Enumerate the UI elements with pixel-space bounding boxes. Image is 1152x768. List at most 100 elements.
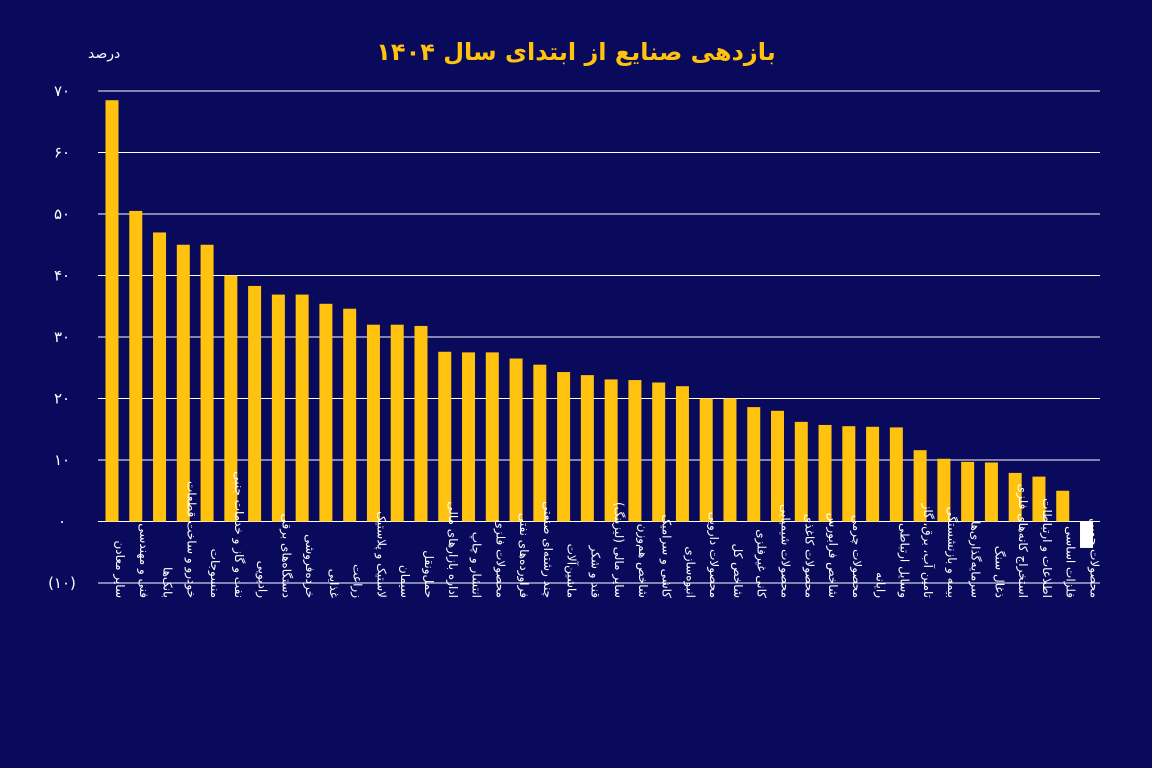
x-tick-label: منسوجات — [207, 549, 222, 598]
bar — [913, 450, 927, 522]
x-tick-label: تامین آب، برق، گاز — [920, 503, 936, 598]
bar — [533, 364, 547, 522]
bar — [580, 375, 594, 522]
bar — [557, 372, 571, 522]
y-tick-label: ۵۰ — [54, 205, 70, 223]
bar — [652, 382, 666, 522]
x-tick-label: خودرو و ساخت قطعات — [183, 481, 198, 598]
x-tick-label: انتشار و چاپ — [469, 532, 484, 598]
bar — [604, 379, 618, 522]
x-tick-label: دستگاه‌های برقی — [278, 514, 293, 598]
bar — [200, 244, 214, 522]
x-tick-label: استخراج کانه‌های فلزی — [1015, 484, 1030, 598]
bar — [343, 308, 357, 522]
bar — [699, 398, 713, 522]
y-tick-label: ۱۰ — [54, 451, 70, 469]
bar — [295, 294, 309, 522]
bars — [105, 100, 1093, 548]
y-axis-unit-label: درصد — [88, 46, 120, 62]
x-tick-label: غذایی — [327, 569, 341, 598]
x-tick-label: محصولات چرمی — [849, 515, 864, 598]
bar — [105, 100, 119, 522]
bar — [176, 244, 190, 522]
x-tick-label: فراورده‌های نفتی — [516, 513, 531, 598]
bar — [248, 285, 262, 522]
x-tick-label: لاستیک و پلاستیک — [373, 511, 388, 598]
x-tick-label: سایر معادن — [112, 540, 127, 598]
x-tick-label: محصولات چوبی — [1087, 518, 1102, 598]
x-tick-label: ماشین‌آلات — [564, 544, 580, 598]
y-tick-label: ۰ — [58, 513, 66, 531]
x-tick-label: حمل‌ونقل — [421, 550, 436, 598]
chart-title: بازدهی صنایع از ابتدای سال ۱۴۰۴ — [376, 38, 775, 66]
x-tick-label: بیمه و بازنشستگی — [944, 506, 959, 598]
y-tick-label: ۲۰ — [54, 390, 70, 408]
bar — [390, 324, 404, 522]
x-tick-label: اداره بازارهای مالی — [445, 501, 460, 598]
bar — [1032, 476, 1046, 522]
bar — [889, 427, 903, 522]
bar — [414, 325, 428, 522]
bar — [1080, 521, 1093, 548]
bar — [153, 232, 167, 522]
bar — [129, 210, 143, 522]
bar — [628, 380, 642, 522]
x-tick-label: انبوه‌سازی — [682, 546, 697, 598]
x-tick-label: سایر مالی (لیزینگ) — [611, 502, 626, 598]
x-tick-label: وسایل ارتباطی — [896, 523, 911, 598]
bar — [271, 294, 285, 522]
y-tick-label: ۷۰ — [54, 82, 70, 100]
x-tick-label: خرده‌فروشی — [302, 534, 317, 598]
bar — [984, 462, 998, 522]
bar — [485, 352, 499, 522]
x-tick-label: محصولات شیمیایی — [778, 504, 793, 598]
x-tick-label: چند رشته‌ای صنعتی — [540, 501, 555, 598]
x-tick-label: محصولات دارویی — [706, 512, 721, 598]
x-axis-labels: سایر معادن فنی و مهندسی بانک‌ها خودرو و ساخ… — [112, 471, 1102, 598]
x-tick-label: فنی و مهندسی — [136, 523, 151, 598]
x-tick-label: فلزات اساسی — [1063, 526, 1078, 598]
bar — [818, 424, 832, 522]
x-tick-label: نفت و گاز و خدمات جنبی — [231, 471, 246, 598]
x-tick-label: ذغال سنگ — [992, 546, 1006, 598]
bar — [675, 386, 689, 522]
x-tick-label: کاشی و سرامیک — [659, 514, 674, 598]
x-tick-label: شاخص کل — [730, 544, 745, 598]
y-tick-label: (۱۰) — [48, 574, 76, 592]
x-tick-label: محصولات فلزی — [492, 520, 507, 598]
x-tick-label: کانی غیرفلزی — [754, 529, 769, 598]
y-axis-ticks: ۷۰ ۶۰ ۵۰ ۴۰ ۳۰ ۲۰ ۱۰ ۰ (۱۰) — [48, 82, 76, 592]
y-tick-label: ۳۰ — [54, 328, 70, 346]
bar — [937, 458, 951, 522]
x-tick-label: سرمایه‌گذاری‌ها — [968, 521, 983, 598]
x-tick-label: رایانه — [873, 572, 888, 598]
x-tick-label: شاخص هم‌وزن — [635, 524, 650, 598]
x-tick-label: رادیویی — [255, 561, 270, 599]
bar — [771, 410, 785, 522]
bar — [747, 407, 761, 522]
y-tick-label: ۶۰ — [54, 144, 70, 162]
bar — [1056, 490, 1070, 522]
bar — [866, 426, 880, 522]
bar — [1008, 472, 1022, 522]
x-tick-label: محصولات کاغذی — [801, 514, 816, 598]
bar — [961, 461, 975, 522]
bar — [794, 421, 808, 522]
bar — [723, 398, 737, 522]
bar — [842, 426, 856, 522]
bar — [509, 358, 523, 522]
bar — [319, 303, 333, 522]
x-tick-label: شاخص فرابورس — [825, 513, 840, 598]
bar — [462, 352, 476, 522]
bar — [366, 324, 380, 522]
y-tick-label: ۴۰ — [54, 267, 70, 285]
x-tick-label: اطلاعات و ارتباطات — [1039, 498, 1054, 598]
bar — [438, 351, 452, 522]
bar — [224, 275, 238, 522]
x-tick-label: بانک‌ها — [161, 567, 175, 598]
x-tick-label: زراعت — [350, 564, 365, 598]
gridlines — [98, 90, 1100, 584]
x-tick-label: قند و شکر — [587, 545, 602, 598]
